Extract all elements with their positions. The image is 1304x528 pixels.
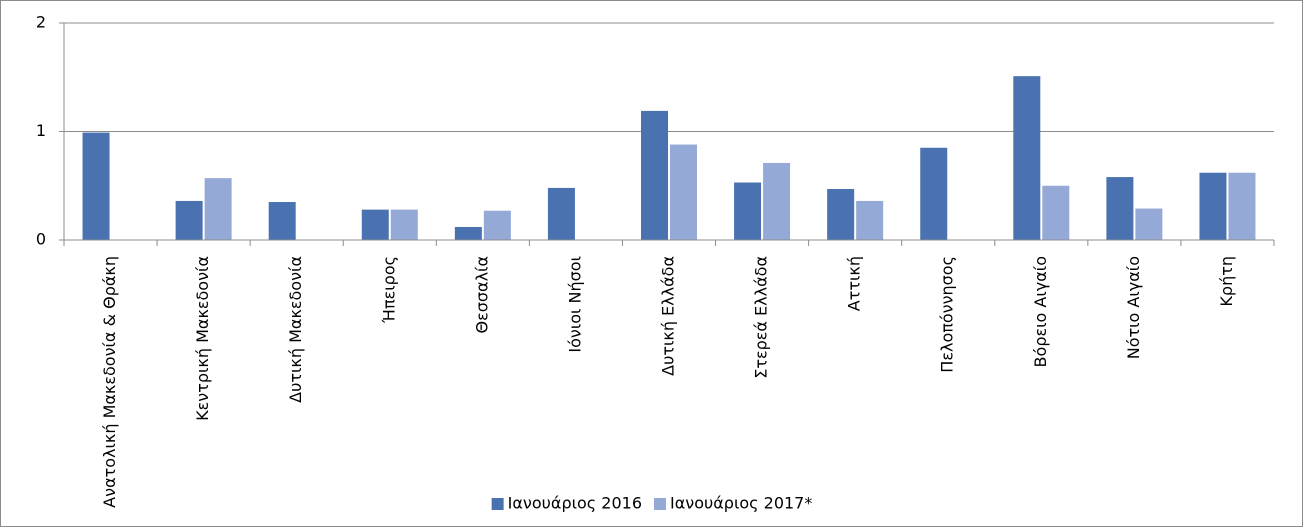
- bar: [483, 210, 511, 240]
- bar: [82, 132, 110, 240]
- bar: [1135, 208, 1163, 240]
- bar: [1199, 172, 1227, 240]
- x-tick-label: Αττική: [845, 256, 864, 311]
- legend-label: Ιανουάριος 2016: [508, 494, 642, 513]
- bar: [670, 144, 697, 240]
- bar: [361, 209, 389, 240]
- bar: [390, 209, 418, 240]
- x-tick-label: Πελοπόννησος: [938, 256, 957, 373]
- bar: [1013, 76, 1041, 240]
- x-tick-label: Ιόνιοι Νήσοι: [565, 256, 584, 353]
- bar: [1106, 177, 1134, 240]
- x-tick-label: Κρήτη: [1217, 256, 1236, 307]
- bar: [856, 200, 884, 240]
- y-tick-label: 0: [36, 230, 46, 249]
- x-tick-label: Δυτική Ελλάδα: [659, 256, 678, 376]
- y-tick-label: 1: [36, 121, 46, 140]
- bar: [175, 200, 203, 240]
- bar: [920, 147, 948, 240]
- x-tick-label: Δυτική Μακεδονία: [286, 256, 305, 403]
- bar: [763, 162, 791, 240]
- bar: [268, 202, 296, 240]
- bar: [1042, 185, 1070, 240]
- bar: [1228, 172, 1256, 240]
- legend-swatch: [491, 498, 504, 510]
- x-tick-label: Ήπειρος: [379, 256, 398, 324]
- x-tick-label: Νότιο Αιγαίο: [1124, 256, 1143, 359]
- bar: [454, 226, 482, 240]
- bar: [204, 178, 232, 240]
- x-tick-label: Κεντρική Μακεδονία: [193, 256, 212, 421]
- x-tick-label: Ανατολική Μακεδονία & Θράκη: [100, 256, 119, 508]
- y-tick-label: 2: [36, 13, 46, 32]
- x-tick-label: Στερεά Ελλάδα: [752, 256, 771, 379]
- legend-label: Ιανουάριος 2017*: [670, 494, 812, 513]
- legend: Ιανουάριος 2016 Ιανουάριος 2017*: [491, 494, 812, 513]
- bar: [827, 189, 855, 240]
- bar: [547, 187, 575, 240]
- bar: [641, 110, 668, 240]
- legend-swatch: [654, 498, 666, 510]
- bar: [734, 182, 762, 240]
- x-tick-label: Βόρειο Αιγαίο: [1031, 256, 1050, 367]
- x-tick-label: Θεσσαλία: [472, 256, 491, 334]
